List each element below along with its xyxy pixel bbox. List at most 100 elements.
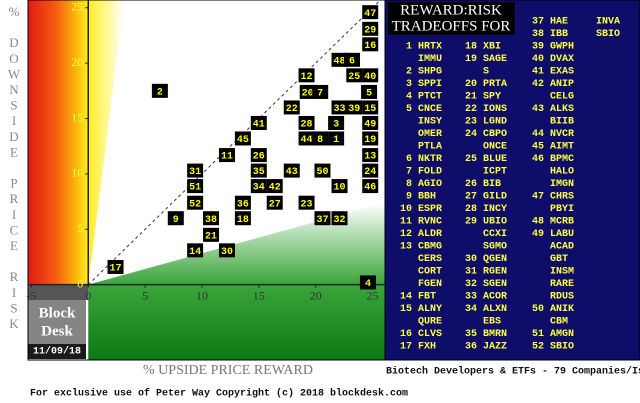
legend-ticker: ONCE [483,142,507,153]
point-marker [331,211,348,226]
x-tick-label: 5 [142,288,148,302]
point-label: 43 [286,167,298,178]
legend-number: 8 [406,179,412,190]
legend-ticker: QURE [418,317,442,328]
reward-floor [88,284,385,360]
point-marker [298,195,315,210]
reward-zone [88,202,385,285]
legend-number: 51 [532,329,544,340]
legend-ticker: FOLD [418,167,442,178]
legend-ticker: HAE [550,17,568,28]
legend-number: 48 [532,217,544,228]
legend-ticker: ICPT [483,167,507,178]
legend-ticker: SAGE [483,54,507,65]
y-tick-label: 15 [71,110,83,124]
legend-number: 39 [532,42,544,53]
point-marker [187,195,204,210]
point-label: 25 [348,72,360,83]
point-marker [266,179,283,194]
legend-ticker: ESPR [418,204,442,215]
point-marker [266,195,283,210]
legend-ticker: SHPG [418,67,442,78]
legend-number: 25 [465,154,477,165]
legend-ticker: AGIO [418,179,442,190]
point-label: 51 [189,183,201,194]
date: 11/09/18 [33,346,81,358]
legend-ticker: INVA [596,17,620,28]
legend-ticker: CHRS [550,192,574,203]
legend-number: 14 [400,292,412,303]
legend-ticker: S [483,67,489,78]
legend-number: 47 [532,192,544,203]
point-label: 31 [189,167,201,178]
point-label: 21 [205,231,217,242]
point-label: 12 [301,72,313,83]
legend-ticker: JAZZ [483,342,507,353]
point-label: 16 [364,41,376,52]
legend-ticker: CBM [550,317,568,328]
legend-ticker: ALKS [550,104,574,115]
legend-ticker: LABU [550,229,574,240]
point-label: 27 [269,199,281,210]
point-label: 50 [316,167,328,178]
point-marker [203,211,220,226]
panel-title: TRADEOFFS FOR [392,18,511,34]
point-label: 13 [364,152,376,163]
point-marker [187,163,204,178]
legend-number: 22 [465,104,477,115]
point-label: 5 [366,89,372,100]
panel-title-box [388,2,515,35]
point-marker [250,163,267,178]
legend-number: 12 [400,229,412,240]
legend-ticker: HALO [550,167,574,178]
legend-ticker: NVCR [550,129,574,140]
legend-number: 11 [400,217,412,228]
legend-ticker: CBPO [483,129,507,140]
point-marker [359,275,376,290]
point-label: 45 [237,135,249,146]
legend-number: 15 [400,304,412,315]
y-tick-label: 10 [71,166,83,180]
legend-number: 46 [532,154,544,165]
legend-number: 45 [532,142,544,153]
point-label: 8 [317,135,323,146]
legend-ticker: MCRB [550,217,574,228]
legend-number: 43 [532,104,544,115]
legend-ticker: RARE [550,279,574,290]
point-marker [283,163,300,178]
legend-ticker: FXH [418,342,436,353]
legend-ticker: CLVS [418,329,442,340]
point-label: 52 [189,199,201,210]
point-marker [314,211,331,226]
point-marker [331,100,348,115]
point-marker [362,5,379,20]
point-label: 6 [349,56,355,67]
brand-box [28,300,86,344]
point-label: 38 [205,215,217,226]
point-marker [361,84,378,99]
panel-title: REWARD:RISK [400,2,502,18]
point-label: 14 [189,247,201,258]
point-label: 28 [301,120,313,131]
point-label: 26 [253,152,265,163]
legend-ticker: ANIK [550,304,574,315]
point-marker [362,179,379,194]
point-label: 7 [317,89,323,100]
point-marker [314,163,331,178]
legend-ticker: ANIP [550,79,574,90]
legend-ticker: SGEN [483,279,507,290]
subtitle: Biotech Developers & ETFs - 79 Companies… [386,366,640,378]
point-marker [218,243,235,258]
point-marker [362,131,379,146]
legend-number: 30 [465,254,477,265]
legend-number: 52 [532,342,544,353]
point-label: 37 [316,215,328,226]
point-marker [151,83,168,98]
legend-ticker: DVAX [550,54,574,65]
point-marker [234,211,251,226]
legend-number: 18 [465,42,477,53]
legend-ticker: IONS [483,104,507,115]
point-marker [187,179,204,194]
y-tick-label: 5 [77,221,83,235]
point-label: 1 [333,135,339,146]
